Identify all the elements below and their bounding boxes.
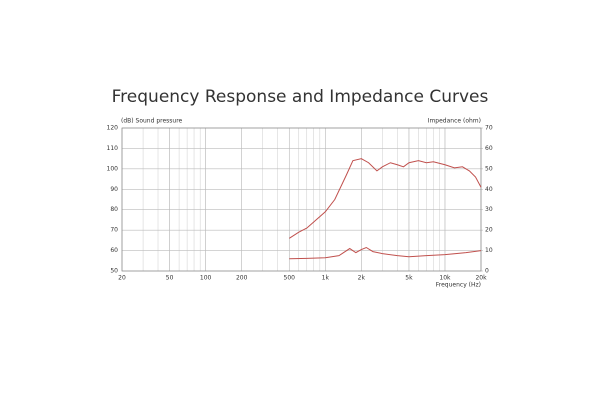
y2-tick-label: 40: [485, 186, 493, 193]
y-tick-label: 100: [107, 165, 119, 172]
x-tick-label: 1k: [322, 275, 330, 282]
y2-tick-label: 60: [485, 145, 493, 152]
y2-tick-label: 0: [485, 268, 489, 275]
y-tick-label: 60: [110, 247, 118, 254]
x-tick-label: 100: [200, 275, 212, 282]
y-tick-label: 120: [107, 125, 119, 132]
y2-tick-label: 70: [485, 125, 493, 132]
data-line: [289, 158, 482, 239]
y-axis-label: (dB) Sound pressure: [121, 118, 183, 125]
x-tick-label: 20k: [475, 275, 487, 282]
x-tick-label: 10k: [439, 275, 451, 282]
x-tick-label: 20: [118, 275, 126, 282]
x-tick-label: 2k: [358, 275, 366, 282]
y2-axis-label: Impedance (ohm): [428, 118, 481, 125]
y2-tick-label: 20: [485, 227, 493, 234]
chart-title: Frequency Response and Impedance Curves: [112, 87, 489, 107]
x-axis-label: Frequency (Hz): [436, 282, 481, 289]
x-tick-label: 5k: [405, 275, 413, 282]
y2-tick-label: 10: [485, 247, 493, 254]
x-tick-label: 200: [236, 275, 248, 282]
y-tick-label: 80: [110, 206, 118, 213]
x-tick-label: 50: [166, 275, 174, 282]
y2-tick-label: 30: [485, 206, 493, 213]
plot-frame: [121, 127, 482, 272]
y2-tick-label: 50: [485, 165, 493, 172]
y-tick-label: 90: [110, 186, 118, 193]
y-tick-label: 50: [110, 268, 118, 275]
y-tick-label: 110: [107, 145, 119, 152]
y-tick-label: 70: [110, 227, 118, 234]
data-line: [289, 246, 482, 260]
x-tick-label: 500: [284, 275, 296, 282]
